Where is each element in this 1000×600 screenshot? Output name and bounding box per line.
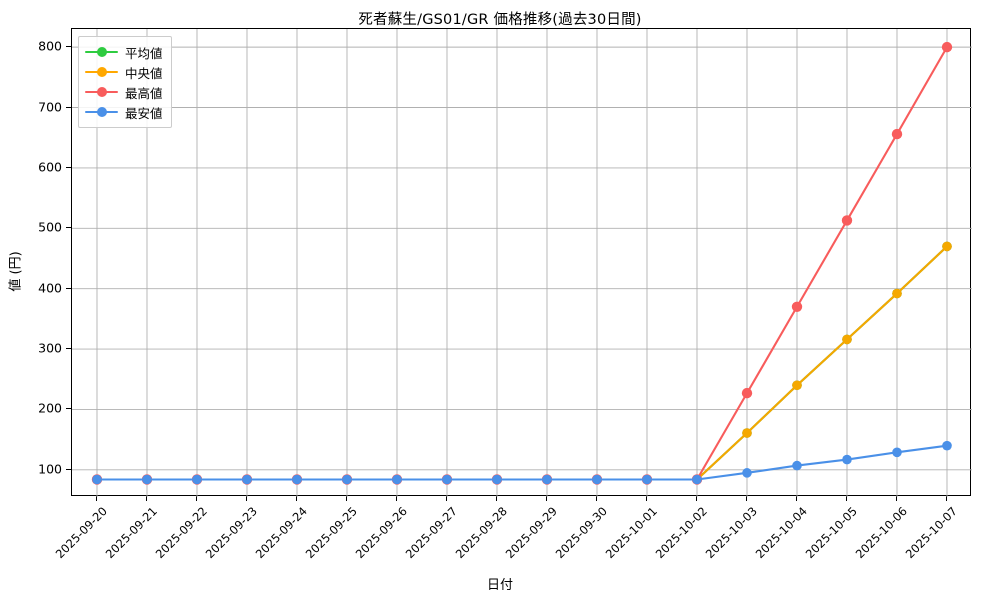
x-tick-mark xyxy=(146,496,147,501)
data-point xyxy=(892,447,902,458)
x-tick-mark xyxy=(296,496,297,501)
data-point xyxy=(242,474,252,485)
data-point xyxy=(692,474,702,485)
y-tick-label: 400 xyxy=(38,280,62,296)
y-tick-mark xyxy=(66,106,71,108)
data-point xyxy=(841,215,853,226)
y-tick-label: 200 xyxy=(38,400,62,416)
x-tick-mark xyxy=(96,496,97,501)
data-point xyxy=(791,301,803,312)
x-axis-label: 日付 xyxy=(486,578,513,593)
series-line xyxy=(95,46,949,481)
data-point xyxy=(941,41,953,53)
y-tick-label: 100 xyxy=(38,461,62,477)
legend-item-最高値[interactable]: 最高値 xyxy=(85,82,163,102)
x-tick-mark xyxy=(446,496,447,501)
legend-label: 中央値 xyxy=(125,65,163,81)
x-tick-mark xyxy=(396,496,397,501)
y-tick-mark xyxy=(66,468,71,470)
data-point xyxy=(542,474,552,485)
x-tick-mark xyxy=(546,496,547,501)
plot-area xyxy=(71,28,972,497)
data-point xyxy=(741,387,753,399)
legend-item-最安値[interactable]: 最安値 xyxy=(85,102,163,122)
x-tick-mark xyxy=(246,496,247,501)
data-point xyxy=(442,474,452,485)
x-tick-mark xyxy=(696,496,697,501)
data-point xyxy=(92,474,102,485)
chart-title: 死者蘇生/GS01/GR 価格推移(過去30日間) xyxy=(358,12,642,28)
y-tick-label: 600 xyxy=(38,159,62,175)
y-tick-mark xyxy=(66,287,71,289)
y-tick-label: 300 xyxy=(38,340,62,356)
legend-swatch-icon xyxy=(85,86,118,98)
data-point xyxy=(892,288,902,299)
data-point xyxy=(891,128,903,140)
legend-swatch-icon xyxy=(85,46,118,58)
chart-legend: 平均値中央値最高値最安値 xyxy=(78,36,172,128)
y-tick-mark xyxy=(66,227,71,229)
data-point xyxy=(192,474,202,485)
y-tick-mark xyxy=(66,46,71,48)
legend-swatch-icon xyxy=(85,106,118,118)
y-tick-label: 500 xyxy=(38,219,62,235)
legend-label: 最高値 xyxy=(125,85,163,101)
x-tick-mark xyxy=(496,496,497,501)
legend-label: 平均値 xyxy=(125,45,163,61)
x-tick-mark xyxy=(796,496,797,501)
x-tick-mark xyxy=(946,496,947,501)
data-point xyxy=(342,474,352,485)
legend-swatch-icon xyxy=(85,66,118,78)
data-point xyxy=(942,440,952,451)
data-point xyxy=(842,454,852,465)
grid-lines xyxy=(72,29,972,497)
y-tick-mark xyxy=(66,348,71,350)
x-tick-mark xyxy=(646,496,647,501)
x-tick-mark xyxy=(846,496,847,501)
data-point xyxy=(792,380,802,391)
x-tick-mark xyxy=(596,496,597,501)
data-point xyxy=(842,334,852,345)
data-point xyxy=(142,474,152,485)
data-point xyxy=(392,474,402,485)
data-point xyxy=(492,474,502,485)
legend-item-平均値[interactable]: 平均値 xyxy=(85,42,163,62)
data-point xyxy=(292,474,302,485)
x-tick-mark xyxy=(346,496,347,501)
data-point xyxy=(592,474,602,485)
series-line xyxy=(95,245,949,481)
series-line xyxy=(95,245,949,481)
y-tick-mark xyxy=(66,166,71,168)
data-point xyxy=(642,474,652,485)
series-lines xyxy=(91,41,953,485)
data-point xyxy=(792,460,802,471)
legend-item-中央値[interactable]: 中央値 xyxy=(85,62,163,82)
data-point xyxy=(942,241,952,252)
y-tick-label: 700 xyxy=(38,99,62,114)
data-point xyxy=(742,428,752,438)
x-tick-mark xyxy=(196,496,197,501)
y-tick-label: 800 xyxy=(38,38,62,54)
x-tick-mark xyxy=(746,496,747,501)
series-line xyxy=(95,444,949,481)
x-tick-mark xyxy=(896,496,897,501)
data-point xyxy=(742,468,752,478)
legend-label: 最安値 xyxy=(125,105,163,121)
y-tick-mark xyxy=(66,408,71,410)
